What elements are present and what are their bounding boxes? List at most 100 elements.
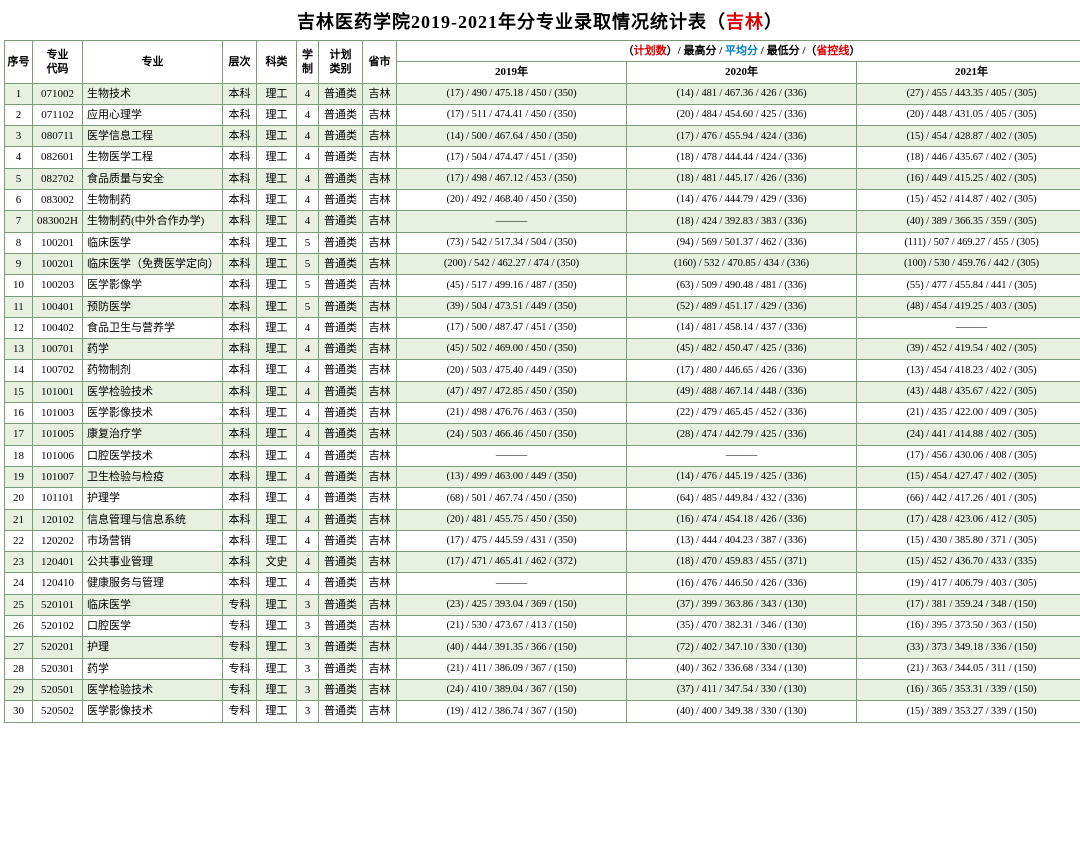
cell-2020: (14) / 481 / 467.36 / 426 / (336) [627, 83, 857, 104]
cell-prov: 吉林 [363, 83, 397, 104]
cell-2020: (14) / 476 / 445.19 / 425 / (336) [627, 466, 857, 487]
cell-plantype: 普通类 [319, 594, 363, 615]
table-row: 22120202市场营销本科理工4普通类吉林(17) / 475 / 445.5… [5, 530, 1080, 551]
cell-code: 100201 [33, 232, 83, 253]
cell-subject: 理工 [257, 360, 297, 381]
cell-subject: 文史 [257, 552, 297, 573]
cell-2020: ——— [627, 445, 857, 466]
cell-2019: (17) / 490 / 475.18 / 450 / (350) [397, 83, 627, 104]
table-header: 序号 专业 代码 专业 层次 科类 学 制 计划 类别 省市 （计划数）/ 最高… [5, 41, 1080, 84]
cell-code: 520501 [33, 679, 83, 700]
cell-2020: (64) / 485 / 449.84 / 432 / (336) [627, 488, 857, 509]
cell-subject: 理工 [257, 104, 297, 125]
cell-2019: ——— [397, 211, 627, 232]
cell-2019: (24) / 410 / 389.04 / 367 / (150) [397, 679, 627, 700]
table-row: 26520102口腔医学专科理工3普通类吉林(21) / 530 / 473.6… [5, 616, 1080, 637]
cell-subject: 理工 [257, 126, 297, 147]
cell-2019: (21) / 498 / 476.76 / 463 / (350) [397, 403, 627, 424]
cell-seq: 6 [5, 190, 33, 211]
cell-2019: (200) / 542 / 462.27 / 474 / (350) [397, 253, 627, 274]
cell-2020: (40) / 362 / 336.68 / 334 / (130) [627, 658, 857, 679]
cell-2020: (52) / 489 / 451.17 / 429 / (336) [627, 296, 857, 317]
cell-seq: 28 [5, 658, 33, 679]
cell-prov: 吉林 [363, 701, 397, 722]
cell-2020: (22) / 479 / 465.45 / 452 / (336) [627, 403, 857, 424]
cell-2020: (160) / 532 / 470.85 / 434 / (336) [627, 253, 857, 274]
table-row: 23120401公共事业管理本科文史4普通类吉林(17) / 471 / 465… [5, 552, 1080, 573]
cell-dur: 4 [297, 126, 319, 147]
cell-2021: (17) / 428 / 423.06 / 412 / (305) [857, 509, 1080, 530]
cell-2019: (19) / 412 / 386.74 / 367 / (150) [397, 701, 627, 722]
cell-prov: 吉林 [363, 381, 397, 402]
cell-level: 专科 [223, 701, 257, 722]
col-seq: 序号 [5, 41, 33, 84]
cell-plantype: 普通类 [319, 509, 363, 530]
cell-code: 082702 [33, 168, 83, 189]
cell-2020: (37) / 411 / 347.54 / 330 / (130) [627, 679, 857, 700]
cell-seq: 2 [5, 104, 33, 125]
cell-prov: 吉林 [363, 275, 397, 296]
cell-seq: 21 [5, 509, 33, 530]
cell-2021: (15) / 452 / 414.87 / 402 / (305) [857, 190, 1080, 211]
cell-level: 本科 [223, 573, 257, 594]
cell-seq: 18 [5, 445, 33, 466]
cell-prov: 吉林 [363, 211, 397, 232]
cell-plantype: 普通类 [319, 168, 363, 189]
cell-2020: (28) / 474 / 442.79 / 425 / (336) [627, 424, 857, 445]
cell-major: 医学信息工程 [83, 126, 223, 147]
cell-seq: 24 [5, 573, 33, 594]
cell-2019: (20) / 481 / 455.75 / 450 / (350) [397, 509, 627, 530]
cell-dur: 4 [297, 360, 319, 381]
cell-level: 本科 [223, 424, 257, 445]
cell-2019: (20) / 492 / 468.40 / 450 / (350) [397, 190, 627, 211]
cell-prov: 吉林 [363, 637, 397, 658]
legend-plan: 计划数 [634, 45, 667, 57]
cell-code: 101005 [33, 424, 83, 445]
cell-prov: 吉林 [363, 530, 397, 551]
cell-plantype: 普通类 [319, 466, 363, 487]
cell-plantype: 普通类 [319, 360, 363, 381]
cell-level: 本科 [223, 104, 257, 125]
cell-seq: 19 [5, 466, 33, 487]
cell-seq: 12 [5, 317, 33, 338]
cell-seq: 4 [5, 147, 33, 168]
cell-subject: 理工 [257, 701, 297, 722]
cell-major: 口腔医学 [83, 616, 223, 637]
cell-2019: (39) / 504 / 473.51 / 449 / (350) [397, 296, 627, 317]
page-title: 吉林医药学院2019-2021年分专业录取情况统计表（吉林） [4, 8, 1076, 34]
cell-code: 101006 [33, 445, 83, 466]
cell-major: 健康服务与管理 [83, 573, 223, 594]
cell-2020: (17) / 480 / 446.65 / 426 / (336) [627, 360, 857, 381]
cell-level: 本科 [223, 211, 257, 232]
table-row: 27520201护理专科理工3普通类吉林(40) / 444 / 391.35 … [5, 637, 1080, 658]
cell-prov: 吉林 [363, 445, 397, 466]
cell-2019: (68) / 501 / 467.74 / 450 / (350) [397, 488, 627, 509]
col-duration: 学 制 [297, 41, 319, 84]
cell-plantype: 普通类 [319, 253, 363, 274]
cell-2021: (24) / 441 / 414.88 / 402 / (305) [857, 424, 1080, 445]
cell-plantype: 普通类 [319, 317, 363, 338]
cell-dur: 3 [297, 658, 319, 679]
cell-prov: 吉林 [363, 147, 397, 168]
cell-2019: (17) / 500 / 487.47 / 451 / (350) [397, 317, 627, 338]
cell-code: 100702 [33, 360, 83, 381]
cell-level: 本科 [223, 296, 257, 317]
cell-2020: (14) / 481 / 458.14 / 437 / (336) [627, 317, 857, 338]
cell-level: 本科 [223, 552, 257, 573]
cell-2019: (17) / 504 / 474.47 / 451 / (350) [397, 147, 627, 168]
cell-code: 120410 [33, 573, 83, 594]
cell-2021: (66) / 442 / 417.26 / 401 / (305) [857, 488, 1080, 509]
cell-dur: 3 [297, 616, 319, 637]
cell-major: 公共事业管理 [83, 552, 223, 573]
cell-level: 本科 [223, 317, 257, 338]
legend-avg: 平均分 [725, 45, 758, 57]
title-main: 吉林医药学院2019-2021年分专业录取情况统计表（ [297, 12, 726, 32]
cell-2020: (18) / 478 / 444.44 / 424 / (336) [627, 147, 857, 168]
table-row: 6083002生物制药本科理工4普通类吉林(20) / 492 / 468.40… [5, 190, 1080, 211]
cell-dur: 4 [297, 381, 319, 402]
cell-prov: 吉林 [363, 168, 397, 189]
cell-code: 520101 [33, 594, 83, 615]
cell-prov: 吉林 [363, 296, 397, 317]
cell-2020: (16) / 476 / 446.50 / 426 / (336) [627, 573, 857, 594]
col-major: 专业 [83, 41, 223, 84]
